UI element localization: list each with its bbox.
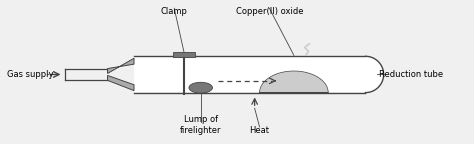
Polygon shape: [108, 75, 134, 91]
Text: Copper(II) oxide: Copper(II) oxide: [236, 7, 303, 16]
Text: Reduction tube: Reduction tube: [379, 70, 443, 79]
Text: Clamp: Clamp: [161, 7, 188, 16]
Polygon shape: [108, 58, 134, 73]
Text: Heat: Heat: [249, 126, 270, 135]
Polygon shape: [134, 56, 383, 93]
Text: Gas supply: Gas supply: [7, 70, 53, 79]
Polygon shape: [260, 71, 328, 93]
Text: Lump of
firelighter: Lump of firelighter: [180, 115, 221, 135]
Ellipse shape: [189, 82, 212, 93]
Bar: [173, 52, 195, 57]
